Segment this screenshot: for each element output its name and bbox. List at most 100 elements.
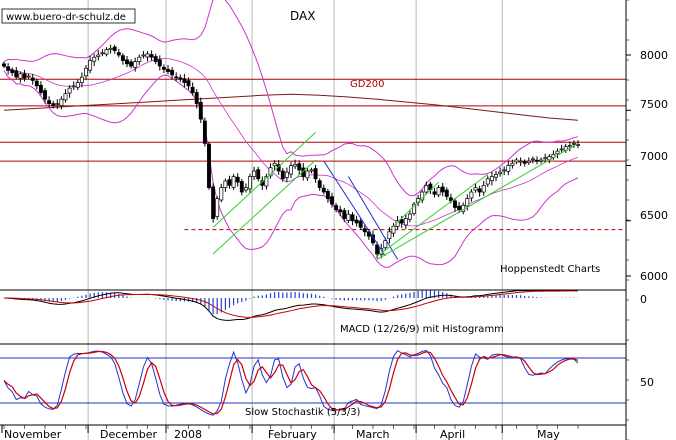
candle-body (469, 191, 474, 199)
candle-body (10, 69, 15, 74)
candle-body (100, 52, 105, 55)
x-month-november: November (4, 428, 62, 440)
candle-body (432, 191, 437, 195)
candle-body (510, 162, 515, 166)
trend-up-channel-2-upper (376, 173, 489, 257)
trend-up-channel-short (393, 181, 439, 227)
candle-body (268, 167, 273, 177)
candle-body (248, 176, 252, 190)
candle-body (190, 86, 195, 93)
candle-body (43, 90, 47, 100)
macd-line (3, 289, 579, 321)
candle-body (22, 73, 27, 79)
candle-body (448, 197, 453, 202)
y-tick-6500: 6500 (640, 209, 668, 222)
candle-body (186, 80, 191, 87)
candle-body (202, 120, 207, 144)
candle-body (309, 169, 314, 172)
stoch-d-line (3, 350, 579, 415)
candle-body (149, 54, 154, 58)
candle-body (477, 188, 482, 193)
watermark: www.buero-dr-schulz.de (6, 12, 126, 23)
candle-body (346, 213, 351, 221)
candle-body (412, 203, 416, 214)
gd200-label: GD200 (350, 79, 385, 90)
candle-body (243, 187, 248, 191)
candle-body (342, 210, 347, 219)
candle-body (494, 173, 498, 178)
candle-body (297, 163, 302, 171)
candle-body (153, 56, 158, 62)
candle-body (403, 218, 408, 226)
candle-body (424, 185, 429, 193)
candle-body (166, 69, 170, 72)
candle-body (125, 59, 129, 65)
candle-body (256, 169, 261, 180)
y-tick-6000: 6000 (640, 270, 668, 283)
x-month-december: December (100, 428, 158, 440)
candle-body (485, 178, 490, 185)
candle-body (465, 198, 470, 207)
candle-body (481, 185, 486, 193)
candle-body (170, 69, 175, 76)
candle-body (514, 159, 519, 163)
candle-body (30, 77, 35, 81)
candle-body (6, 66, 11, 71)
macd-label: MACD (12/26/9) mit Histogramm (340, 324, 504, 335)
candle-body (71, 85, 76, 88)
candle-body (129, 61, 134, 67)
y-tick-7500: 7500 (640, 98, 668, 111)
candle-body (55, 103, 60, 105)
gd200-line (3, 93, 579, 121)
candle-body (362, 228, 367, 233)
candle-body (502, 169, 507, 172)
watermark-box (1, 8, 136, 24)
macd-signal-line (4, 290, 578, 318)
x-month-february: February (268, 428, 317, 440)
candle-body (305, 170, 310, 179)
candle-body (239, 181, 244, 193)
candle-body (120, 55, 125, 61)
candle-body (317, 180, 322, 188)
source-label: Hoppenstedt Charts (500, 264, 600, 275)
candle-body (543, 157, 548, 160)
chart-title: DAX (290, 9, 315, 23)
candle-body (280, 170, 285, 180)
candle-body (539, 159, 544, 162)
trend-down-channel (323, 160, 386, 257)
candle-body (2, 63, 6, 67)
candle-body (535, 159, 539, 162)
candle-body (407, 213, 412, 220)
trend-up-channel-2-lower (376, 142, 579, 260)
candle-body (211, 186, 216, 219)
candle-body (38, 84, 43, 93)
candle-body (223, 180, 228, 188)
candle-body (293, 164, 298, 167)
candle-body (215, 198, 220, 217)
candle-body (116, 52, 121, 56)
bollinger-lower (3, 70, 579, 269)
candle-body (526, 160, 531, 163)
candle-body (555, 150, 560, 155)
candle-body (198, 101, 203, 120)
candle-body (252, 170, 257, 177)
candle-body (51, 103, 56, 107)
candle-body (161, 67, 166, 70)
candle-body (284, 171, 289, 178)
stoch-tick-50: 50 (640, 376, 654, 389)
candle-body (14, 70, 19, 78)
y-tick-8000: 8000 (640, 49, 668, 62)
candle-body (194, 92, 199, 104)
candle-body (387, 231, 392, 240)
candle-body (518, 160, 523, 163)
candle-body (334, 205, 339, 211)
stoch-label: Slow Stochastik (5/3/3) (245, 407, 361, 418)
candle-body (325, 191, 330, 199)
candle-body (530, 158, 535, 161)
candle-body (506, 165, 511, 172)
x-month-april: April (440, 428, 465, 440)
candle-body (137, 56, 142, 62)
candle-body (141, 54, 146, 57)
candle-body (157, 59, 162, 67)
candle-body (104, 49, 109, 55)
